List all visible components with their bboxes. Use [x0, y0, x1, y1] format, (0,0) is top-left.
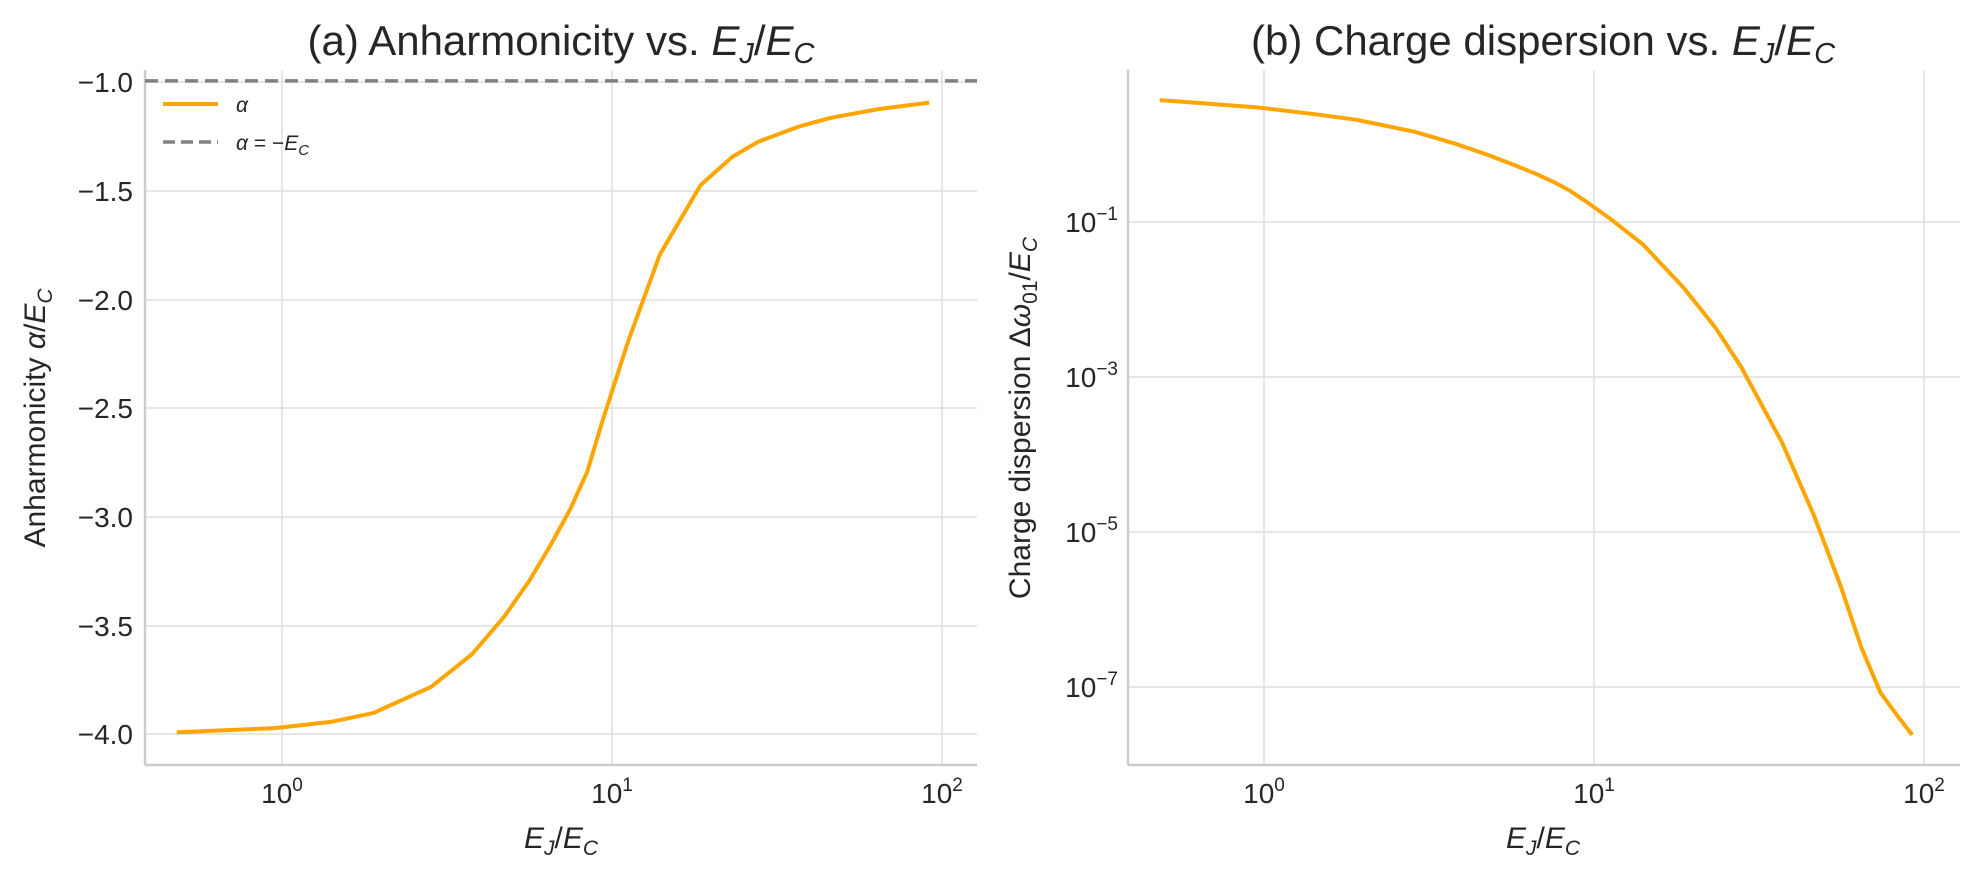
panel-a-xtick-label: 100	[261, 775, 303, 809]
panel-a-title: (a) Anharmonicity vs. EJ/EC	[308, 17, 816, 70]
panel-b-title: (b) Charge dispersion vs. EJ/EC	[1251, 17, 1836, 70]
panel-a-legend: α α = −EC	[163, 94, 309, 159]
panel-a-xtick-label: 101	[591, 775, 633, 809]
panel-a-yticks: −4.0 −3.5 −3.0 −2.5 −2.0 −1.5 −1.0	[78, 67, 133, 750]
panel-a-ytick-label: −3.0	[78, 502, 133, 533]
panel-a-ytick-label: −2.5	[78, 393, 133, 424]
panel-b-ytick-label: 10−7	[1065, 669, 1118, 703]
panel-b-series-line	[1159, 98, 1914, 737]
panel-a-ytick-label: −1.5	[78, 176, 133, 207]
legend-label-alpha: α	[236, 94, 249, 117]
panel-a-xtick-label: 102	[921, 775, 963, 809]
panel-a: (a) Anharmonicity vs. EJ/EC −4.0 −3.5 −3…	[19, 17, 977, 860]
panel-b-xtick-label: 101	[1573, 775, 1615, 809]
panel-b-xtick-label: 100	[1243, 775, 1285, 809]
panel-a-xticks: 100 101 102	[261, 775, 963, 809]
panel-b-ytick-label: 10−1	[1065, 204, 1118, 238]
panel-a-series-line	[176, 100, 930, 735]
panel-b-yticks: 10−1 10−3 10−5 10−7	[1065, 204, 1118, 703]
panel-b-xticks: 100 101 102	[1243, 775, 1945, 809]
panel-a-ytick-label: −1.0	[78, 67, 133, 98]
panel-a-ytick-label: −3.5	[78, 611, 133, 642]
panel-b-ytick-label: 10−5	[1065, 514, 1118, 548]
legend-label-reference: α = −EC	[236, 132, 309, 159]
panel-a-grid	[145, 70, 977, 765]
panel-b-ylabel: Charge dispersion Δω01/EC	[1004, 236, 1042, 599]
panel-a-ytick-label: −4.0	[78, 719, 133, 750]
panel-b-xtick-label: 102	[1903, 775, 1945, 809]
panel-b: (b) Charge dispersion vs. EJ/EC 10−1 10−…	[1004, 17, 1960, 860]
panel-a-ytick-label: −2.0	[78, 285, 133, 316]
panel-a-xlabel: EJ/EC	[524, 822, 599, 860]
panel-b-ytick-label: 10−3	[1065, 359, 1118, 393]
panel-b-xlabel: EJ/EC	[1506, 822, 1581, 860]
panel-b-grid	[1128, 70, 1960, 765]
panel-a-ylabel: Anharmonicity α/EC	[19, 288, 57, 548]
